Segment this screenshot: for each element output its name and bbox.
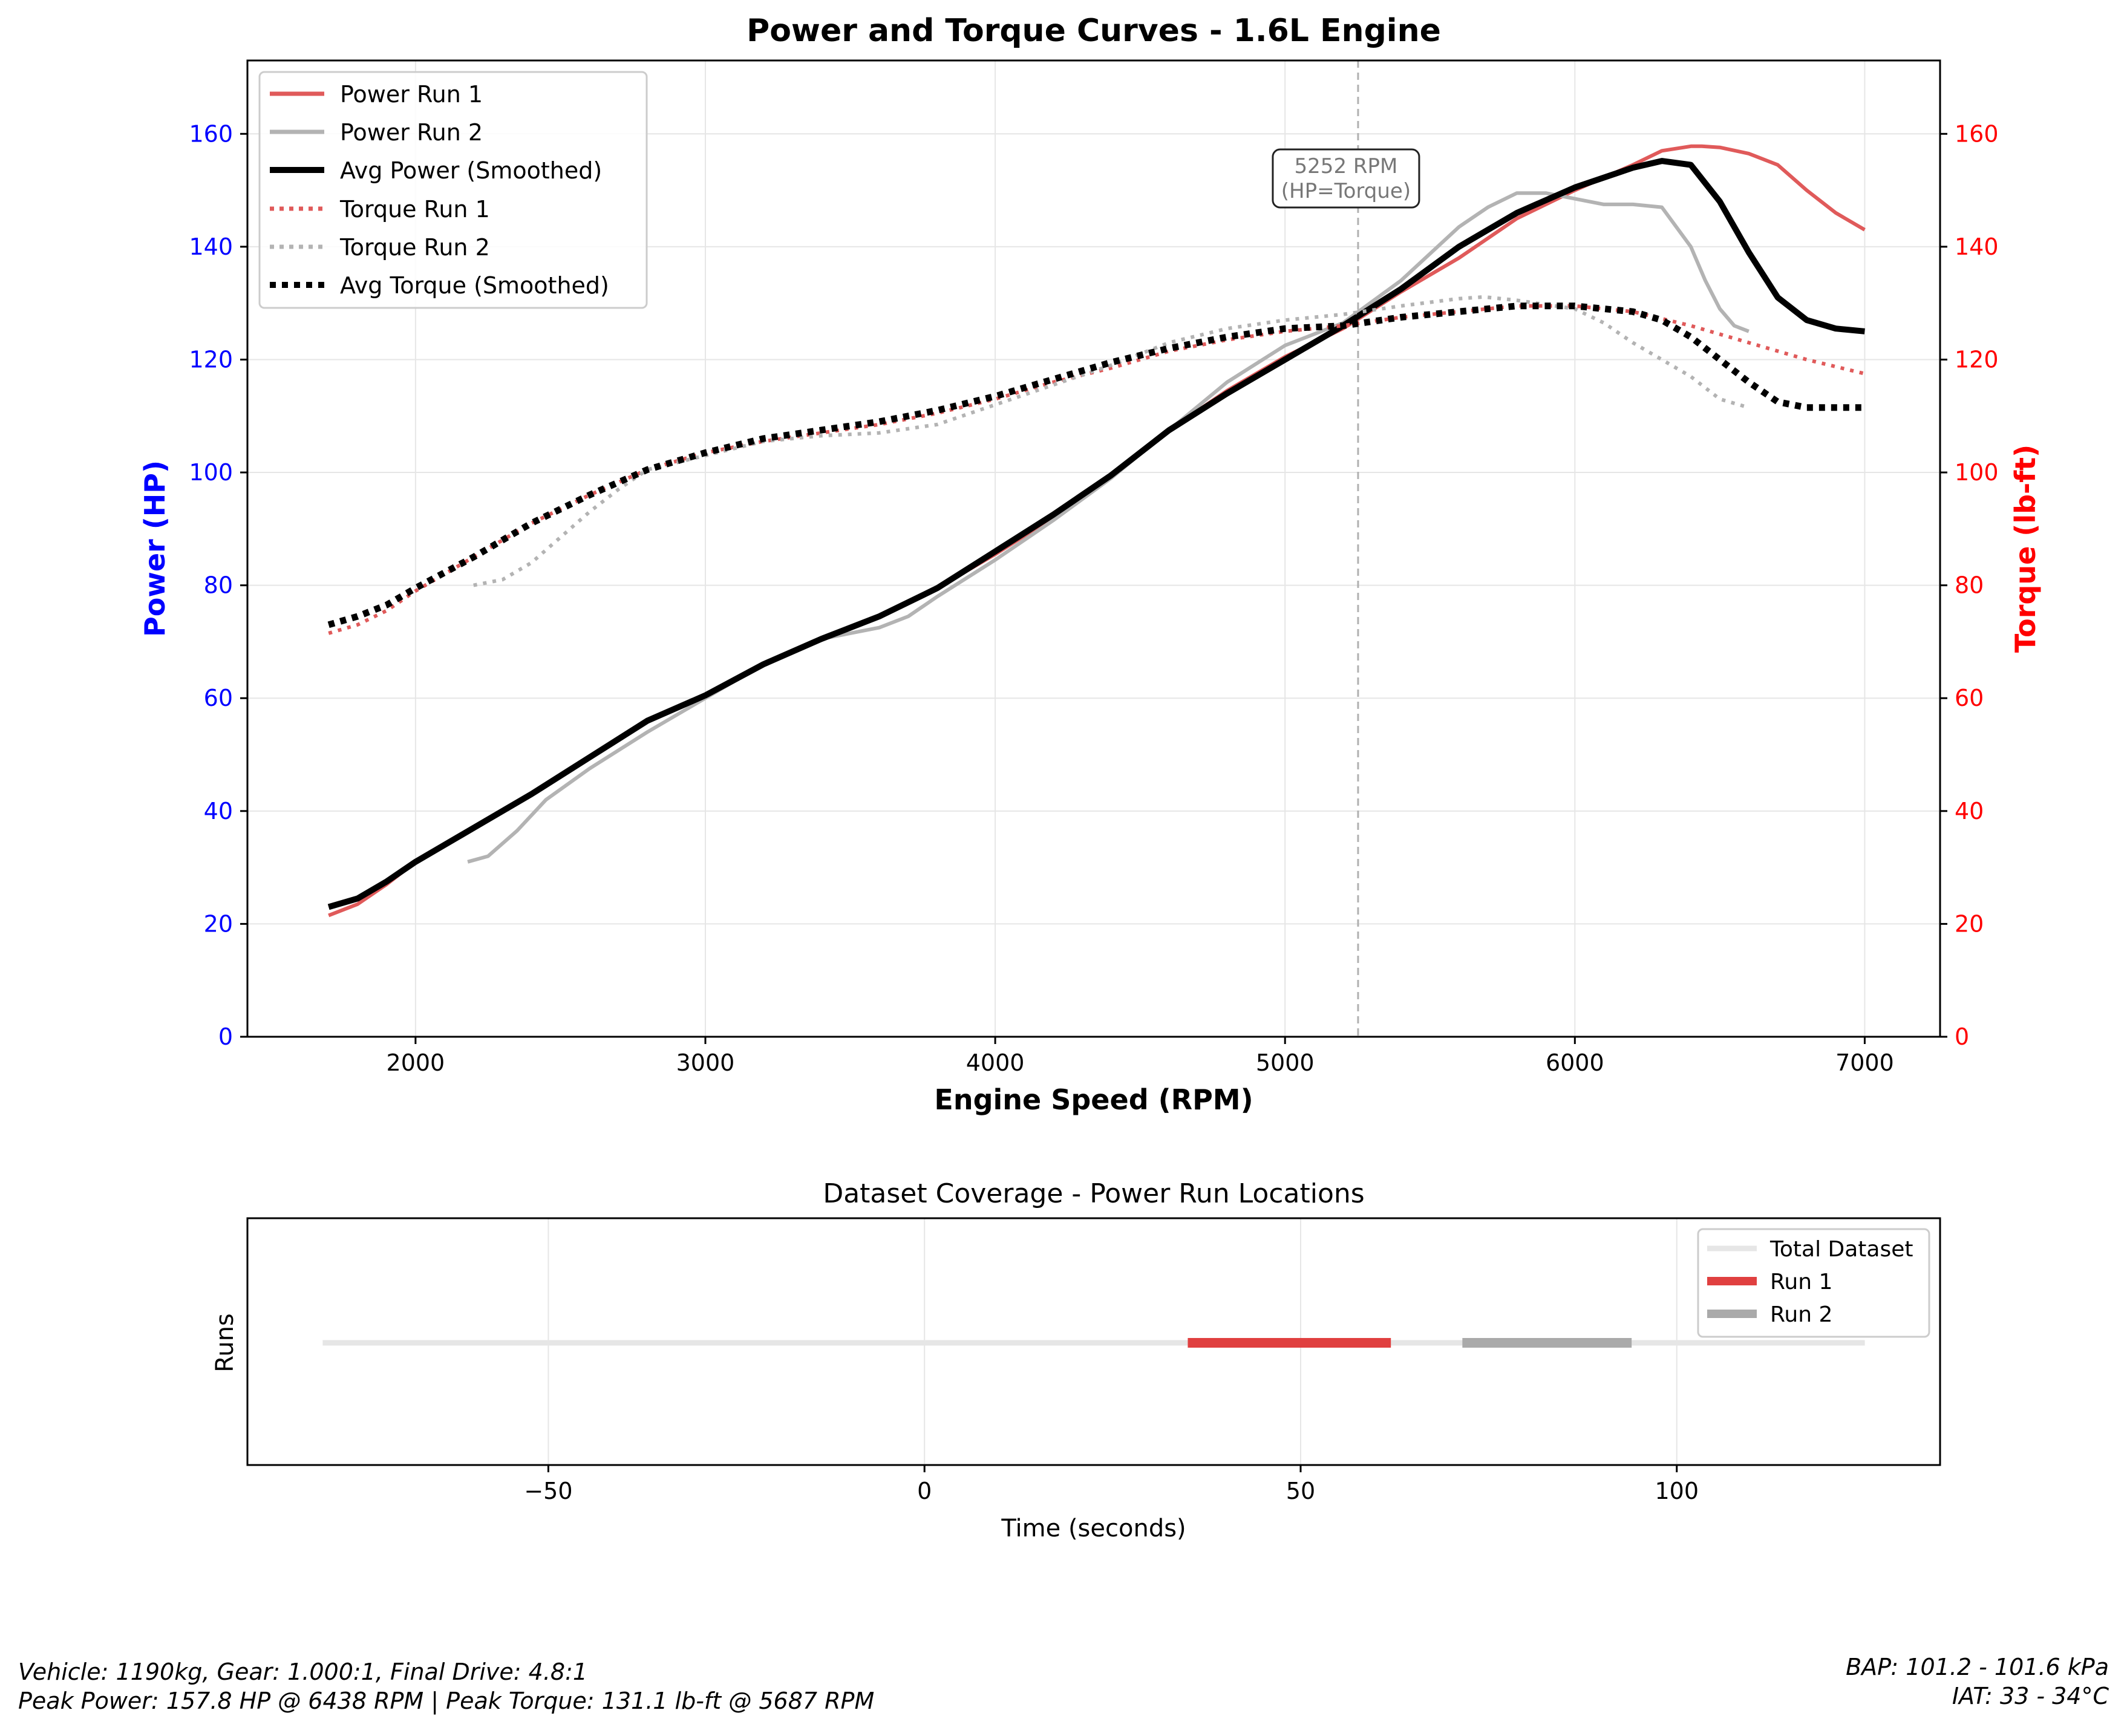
- main-legend: Power Run 1 Power Run 2 Avg Power (Smoot…: [258, 71, 648, 309]
- legend-label-total-dataset: Total Dataset: [1769, 1237, 1913, 1262]
- x-tick-label: 5000: [1256, 1049, 1315, 1076]
- series-avg-power: [327, 158, 1865, 910]
- y-tick-label-left: 160: [189, 120, 233, 147]
- series-torque-run1: [328, 304, 1866, 635]
- coverage-y-axis-label: Runs: [211, 1313, 239, 1372]
- y-tick-label-right: 160: [1955, 120, 1999, 147]
- coverage-plot-frame: [246, 1217, 1941, 1466]
- coverage-x-tick-label: −50: [524, 1478, 572, 1504]
- y-tick-label-right: 20: [1955, 910, 1984, 937]
- x-tick-label: 7000: [1835, 1049, 1894, 1076]
- y-tick-label-right: 80: [1955, 572, 1984, 599]
- footer-peak-line: Peak Power: 157.8 HP @ 6438 RPM | Peak T…: [18, 1688, 875, 1714]
- coverage-chart: Dataset Coverage - Power Run Locations −…: [211, 1178, 1941, 1542]
- coverage-x-tick-label: 50: [1286, 1478, 1315, 1504]
- coverage-x-tick-label: 100: [1655, 1478, 1699, 1504]
- y-tick-label-left: 100: [189, 459, 233, 486]
- coverage-title: Dataset Coverage - Power Run Locations: [823, 1178, 1364, 1209]
- y-tick-label-left: 120: [189, 346, 233, 373]
- x-axis-label: Engine Speed (RPM): [934, 1083, 1253, 1116]
- annotation-line2: (HP=Torque): [1281, 179, 1411, 203]
- y-tick-label-right: 100: [1955, 459, 1999, 486]
- x-tick-label: 3000: [676, 1049, 735, 1076]
- coverage-x-axis-label: Time (seconds): [1001, 1515, 1186, 1542]
- coverage-x-tick-label: 0: [917, 1478, 932, 1504]
- y-tick-label-left: 0: [218, 1023, 233, 1050]
- power-torque-chart: Power and Torque Curves - 1.6L Engine 20…: [139, 13, 2042, 1116]
- legend-label-power-run1: Power Run 1: [340, 81, 483, 108]
- footer-vehicle-line: Vehicle: 1190kg, Gear: 1.000:1, Final Dr…: [18, 1659, 588, 1685]
- series-avg-torque: [327, 302, 1865, 628]
- chart-title: Power and Torque Curves - 1.6L Engine: [747, 13, 1441, 49]
- y-tick-label-left: 140: [189, 233, 233, 260]
- y-tick-label-left: 60: [204, 685, 233, 711]
- legend-label-torque-run2: Torque Run 2: [339, 234, 490, 261]
- x-axis: 2000 3000 4000 5000 6000 7000: [387, 1037, 1894, 1076]
- footer-bap-line: BAP: 101.2 - 101.6 kPa: [1846, 1654, 2109, 1680]
- y-tick-label-left: 40: [204, 798, 233, 824]
- main-series: [327, 144, 1866, 918]
- y-tick-label-right: 60: [1955, 685, 1984, 711]
- legend-label-run1: Run 1: [1770, 1270, 1832, 1294]
- y-tick-label-right: 40: [1955, 798, 1984, 824]
- y-tick-label-left: 80: [204, 572, 233, 599]
- annotation-line1: 5252 RPM: [1295, 154, 1398, 178]
- y-tick-label-right: 0: [1955, 1023, 1969, 1050]
- footer-iat-line: IAT: 33 - 34°C: [1952, 1683, 2109, 1709]
- series-torque-run2: [473, 295, 1750, 587]
- x-tick-label: 4000: [966, 1049, 1025, 1076]
- series-power-run2: [467, 191, 1750, 864]
- footer-conditions: BAP: 101.2 - 101.6 kPa IAT: 33 - 34°C: [1846, 1653, 2109, 1711]
- legend-label-power-run2: Power Run 2: [340, 119, 483, 146]
- y-axis-label-right: Torque (lb-ft): [2009, 445, 2042, 653]
- y-tick-label-left: 20: [204, 910, 233, 937]
- y-axis-left: 0 20 40 60 80 100 120 140 160: [189, 120, 247, 1050]
- legend-label-avg-torque: Avg Torque (Smoothed): [340, 272, 609, 299]
- main-plot-frame: [246, 59, 1941, 1038]
- y-axis-label-left: Power (HP): [139, 460, 171, 637]
- y-axis-right: 0 20 40 60 80 100 120 140 160: [1940, 120, 1999, 1050]
- legend-label-avg-power: Avg Power (Smoothed): [340, 157, 602, 184]
- crossover-annotation: 5252 RPM (HP=Torque): [1272, 148, 1420, 209]
- annotation-box: [1272, 148, 1420, 209]
- x-tick-label: 6000: [1546, 1049, 1604, 1076]
- coverage-x-axis: −50 0 50 100: [524, 1465, 1699, 1504]
- legend-label-torque-run1: Torque Run 1: [339, 196, 490, 223]
- legend-label-run2: Run 2: [1770, 1302, 1832, 1327]
- coverage-legend: Total Dataset Run 1 Run 2: [1697, 1228, 1930, 1338]
- y-tick-label-right: 140: [1955, 233, 1999, 260]
- y-tick-label-right: 120: [1955, 346, 1999, 373]
- footer-vehicle-info: Vehicle: 1190kg, Gear: 1.000:1, Final Dr…: [18, 1657, 874, 1715]
- x-tick-label: 2000: [387, 1049, 445, 1076]
- legend-box: [258, 71, 648, 309]
